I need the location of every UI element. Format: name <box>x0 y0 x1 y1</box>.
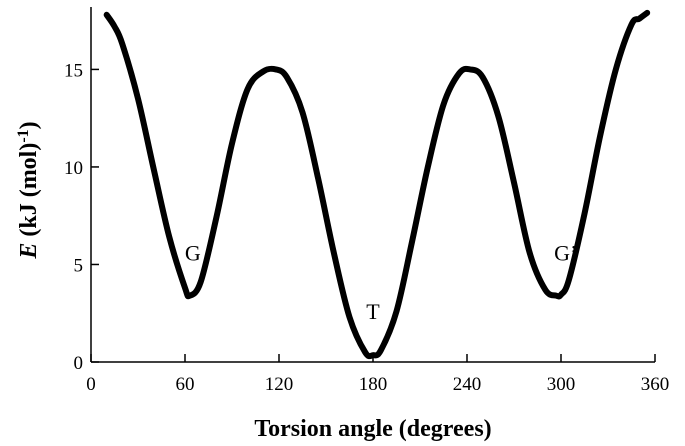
x-tick-label: 300 <box>547 374 576 395</box>
annotations-layer: G T G’ <box>185 241 577 325</box>
x-tick-label: 240 <box>453 374 482 395</box>
y-ticks: 0 5 10 15 <box>64 60 99 374</box>
conformer-label: T <box>366 299 380 324</box>
y-axis-label-units: (kJ (mol) <box>16 143 42 243</box>
series-layer <box>103 9 651 360</box>
y-tick-label: 0 <box>74 353 84 374</box>
conformer-label: G’ <box>554 241 577 266</box>
x-ticks: 0 60 120 180 240 300 360 <box>86 354 669 395</box>
conformer-label: G <box>185 241 201 266</box>
y-axis-label-close: ) <box>16 121 42 129</box>
x-tick-label: 360 <box>641 374 670 395</box>
x-tick-label: 0 <box>86 374 96 395</box>
y-axis-label-exponent: -1 <box>15 129 32 142</box>
y-axis-label-symbol: E <box>16 243 42 260</box>
y-axis-label: E (kJ (mol)-1) <box>15 121 43 259</box>
energy-curve <box>103 9 651 360</box>
x-axis-label: Torsion angle (degrees) <box>254 416 491 442</box>
y-tick-label: 5 <box>74 255 84 276</box>
x-tick-label: 180 <box>359 374 388 395</box>
y-tick-label: 10 <box>64 158 83 179</box>
x-tick-label: 120 <box>265 374 294 395</box>
y-tick-label: 15 <box>64 60 83 81</box>
x-tick-label: 60 <box>176 374 195 395</box>
